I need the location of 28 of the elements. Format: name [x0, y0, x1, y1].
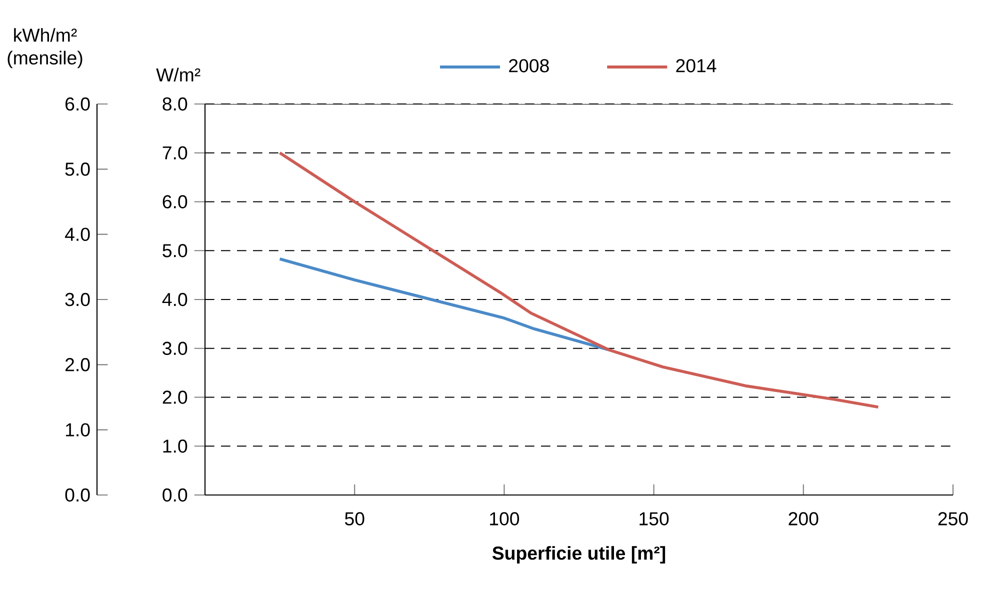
- y2-axis-title: kWh/m² (mensile): [8, 28, 82, 68]
- y2-tick-label: 3.0: [65, 292, 90, 306]
- y-tick-label: 0.0: [162, 488, 188, 502]
- y2-tick-label: 1.0: [66, 423, 90, 436]
- x-tick-label: 100: [490, 512, 520, 526]
- y2-tick-label: 5.0: [65, 162, 90, 176]
- x-tick-label: 50: [344, 512, 364, 526]
- x-tick-label: 150: [640, 512, 669, 526]
- y-tick-label: 6.0: [162, 195, 188, 208]
- x-tick-label: 200: [788, 512, 818, 526]
- x-tick-label: 250: [938, 512, 968, 526]
- line-series: [278, 257, 610, 352]
- y2-tick-label: 4.0: [64, 228, 90, 241]
- y-tick-label: 2.0: [162, 390, 188, 404]
- legend-label: 2014: [676, 59, 716, 72]
- y-axis-title: W/m²: [156, 68, 200, 82]
- y-tick-label: 4.0: [162, 292, 188, 306]
- line-series: [278, 151, 880, 408]
- y2-tick-label: 2.0: [66, 358, 90, 372]
- y-tick-label: 1.0: [163, 440, 188, 453]
- y-tick-label: 7.0: [162, 146, 188, 160]
- y-tick-label: 5.0: [162, 244, 188, 258]
- y2-tick-label: 6.0: [66, 97, 90, 111]
- y-tick-label: 8.0: [162, 97, 188, 111]
- legend-label: 2008: [509, 59, 549, 72]
- y2-tick-label: 0.0: [65, 488, 90, 502]
- x-axis-title: Superficie utile [m²]: [492, 546, 666, 564]
- y-tick-label: 3.0: [162, 342, 188, 355]
